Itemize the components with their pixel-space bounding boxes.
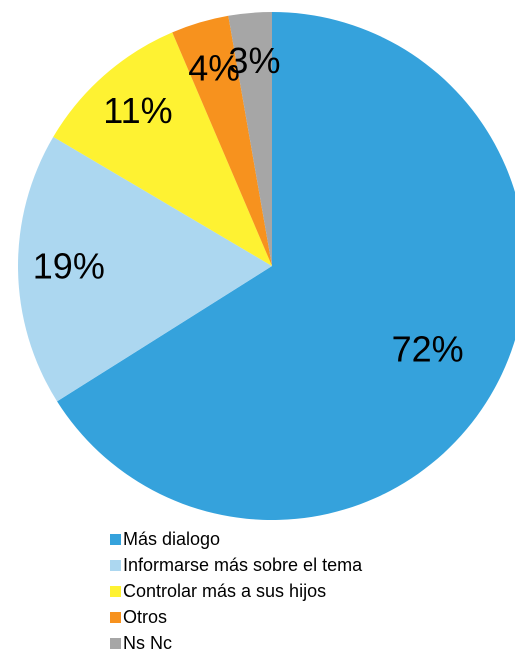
legend-label: Controlar más a sus hijos [123, 581, 326, 601]
pie-slice [53, 32, 272, 266]
value-label: 19% [33, 245, 105, 286]
legend-swatch [110, 560, 121, 571]
legend-label: Informarse más sobre el tema [123, 555, 363, 575]
value-label: 3% [228, 40, 280, 81]
legend-swatch [110, 638, 121, 649]
pie-slice [172, 15, 272, 266]
legend-label: Ns Nc [123, 633, 172, 653]
legend-swatch [110, 586, 121, 597]
pie-slice [57, 12, 515, 520]
value-label: 72% [392, 328, 464, 369]
value-label: 11% [103, 90, 172, 131]
legend-swatch [110, 534, 121, 545]
value-label: 4% [188, 48, 240, 89]
legend-label: Más dialogo [123, 529, 220, 549]
legend-swatch [110, 612, 121, 623]
pie-slice [17, 136, 272, 402]
pie-slice [228, 12, 272, 266]
legend-label: Otros [123, 607, 167, 627]
